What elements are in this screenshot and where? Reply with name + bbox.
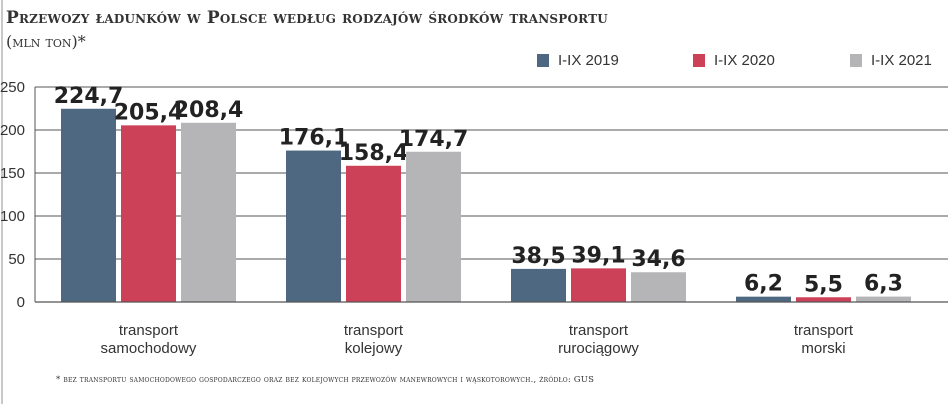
- legend-item-2020: I-IX 2020: [693, 52, 775, 69]
- x-category-label: transport: [569, 322, 629, 339]
- y-tick-label: 50: [8, 251, 25, 268]
- data-label: 6,2: [744, 272, 783, 297]
- data-label: 176,1: [279, 126, 349, 151]
- x-category-label: kolejowy: [345, 340, 403, 357]
- y-tick-label: 100: [0, 208, 25, 225]
- bar: [121, 125, 176, 302]
- legend-label: I-IX 2019: [558, 52, 619, 69]
- data-label: 224,7: [54, 84, 124, 109]
- data-label: 158,4: [339, 141, 409, 166]
- data-label: 5,5: [804, 272, 843, 297]
- legend-label: I-IX 2020: [714, 52, 775, 69]
- data-label: 6,3: [864, 272, 903, 297]
- left-border: [1, 0, 3, 404]
- y-tick-label: 150: [0, 165, 25, 182]
- bar: [181, 122, 236, 302]
- bar: [61, 108, 116, 303]
- bar: [631, 272, 686, 302]
- x-category-label: transport: [119, 322, 179, 339]
- legend-swatch: [537, 54, 549, 67]
- x-category-label: samochodowy: [101, 340, 197, 357]
- y-tick-label: 250: [0, 79, 25, 96]
- footnote: * bez transportu samochodowego gospodarc…: [56, 375, 595, 385]
- x-category-label: transport: [794, 322, 854, 339]
- data-label: 174,7: [399, 127, 469, 152]
- legend-swatch: [693, 54, 705, 67]
- bar: [346, 165, 401, 302]
- legend-swatch: [850, 54, 862, 67]
- chart-title: Przewozy ładunków w Polsce według rodzaj…: [6, 8, 608, 28]
- data-label: 38,5: [511, 244, 565, 269]
- y-tick-label: 200: [0, 122, 25, 139]
- data-label: 34,6: [631, 247, 685, 272]
- bar: [406, 151, 461, 302]
- x-category-label: morski: [801, 340, 845, 357]
- bar: [736, 296, 791, 302]
- legend-item-2021: I-IX 2021: [850, 52, 932, 69]
- data-label: 208,4: [174, 98, 244, 123]
- x-category-label: rurociągowy: [558, 340, 639, 357]
- bar: [571, 268, 626, 302]
- legend-label: I-IX 2021: [871, 52, 932, 69]
- chart-subtitle: (mln ton)*: [6, 32, 86, 51]
- bar: [511, 268, 566, 302]
- legend-item-2019: I-IX 2019: [537, 52, 619, 69]
- data-label: 205,4: [114, 100, 184, 125]
- bar: [286, 150, 341, 302]
- data-label: 39,1: [571, 243, 625, 268]
- x-category-label: transport: [344, 322, 404, 339]
- y-tick-label: 0: [17, 294, 25, 311]
- bar: [856, 296, 911, 302]
- bar: [796, 297, 851, 302]
